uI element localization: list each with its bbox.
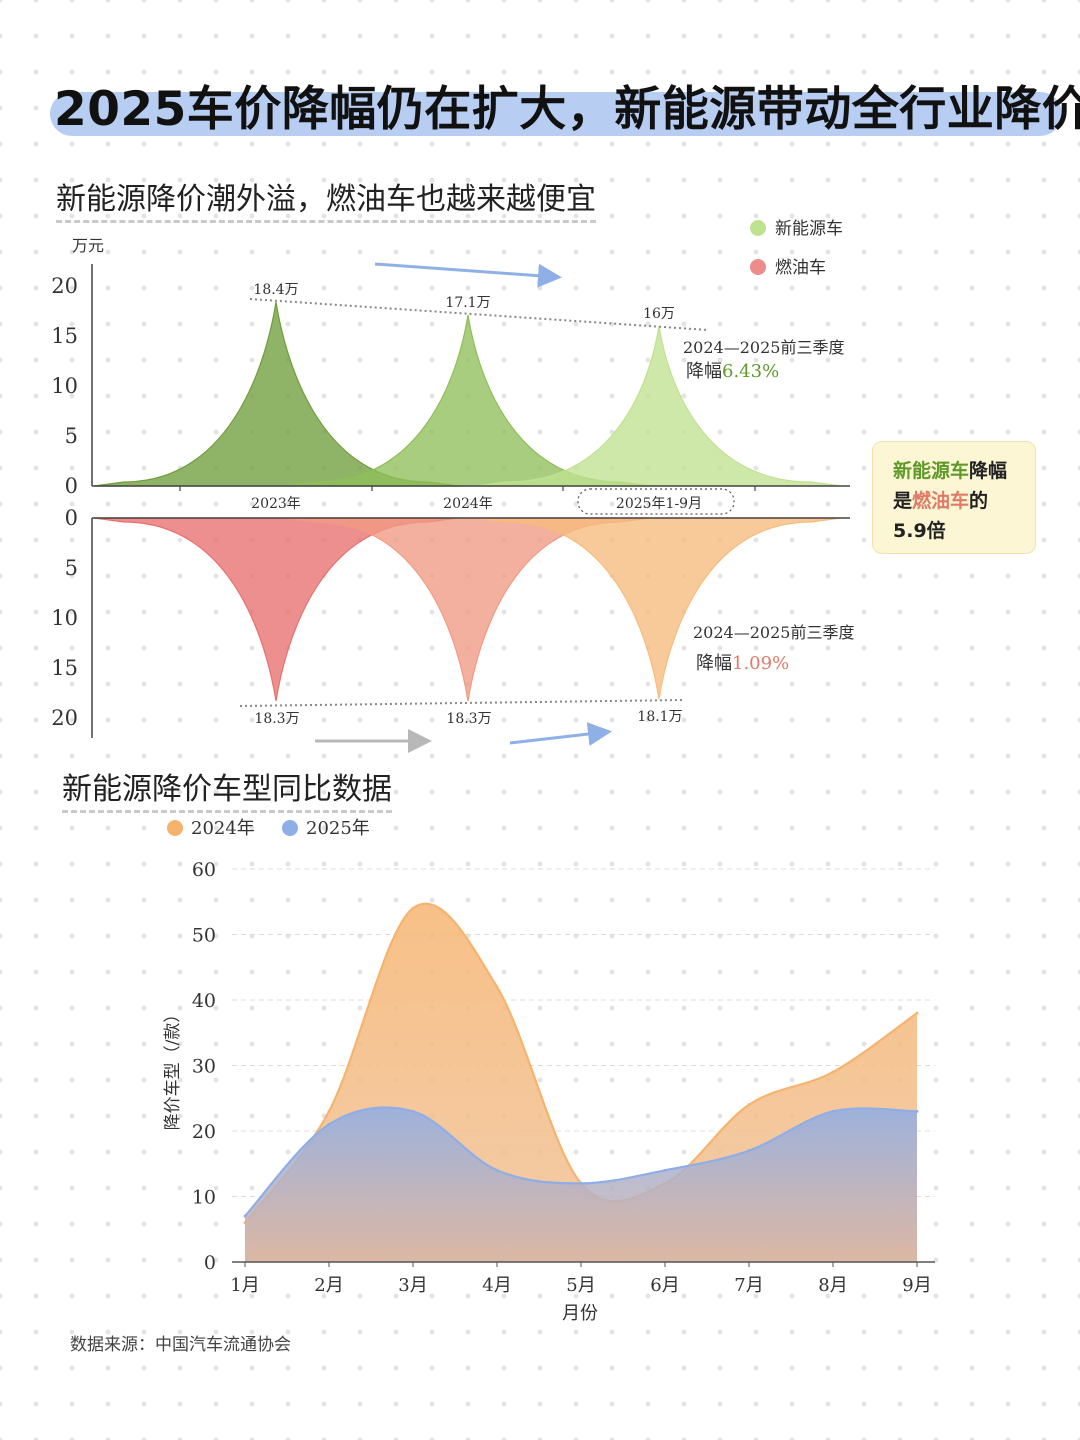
ice-value-label-2: 18.3万 xyxy=(446,711,491,727)
bottom-y-tick-label: 5 xyxy=(65,556,78,580)
callout-box: 新能源车降幅 是燃油车的 5.9倍 xyxy=(872,441,1036,554)
data-point-2025年-9月 xyxy=(915,1109,919,1113)
unit-label: 万元 xyxy=(72,236,104,255)
y-axis-label: 降价车型（/款） xyxy=(163,1006,183,1131)
x-tick-label: 6月 xyxy=(650,1275,679,1296)
data-point-2025年-3月 xyxy=(411,1109,415,1113)
top-y-tick-label: 10 xyxy=(51,374,78,398)
data-point-2025年-7月 xyxy=(747,1149,751,1153)
bottom-y-tick-label: 15 xyxy=(51,656,78,680)
data-point-2024年-4月 xyxy=(495,985,499,989)
x-tick-label: 4月 xyxy=(482,1275,511,1296)
price-mirror-chart: 万元 0 5 10 15 20 0 5 10 15 20 2023年 2024年 2025年1-9月 18.… xyxy=(51,219,854,753)
callout-of: 的 xyxy=(969,490,989,512)
callout-drop: 降幅 xyxy=(969,460,1008,482)
y-tick-label: 60 xyxy=(192,859,216,881)
legend-2025-dot xyxy=(282,820,298,836)
legend-2024-dot xyxy=(167,820,183,836)
y-tick-label: 30 xyxy=(192,1056,216,1078)
ice-annotation-prefix: 降幅 xyxy=(696,653,732,674)
nev-trend-arrow xyxy=(374,262,562,288)
nev-price-area-2 xyxy=(285,314,651,487)
nev-price-area-3 xyxy=(476,325,842,487)
ice-annotation-value: 1.09% xyxy=(732,653,789,674)
ice-value-label-1: 18.3万 xyxy=(254,711,299,727)
category-label-3: 2025年1-9月 xyxy=(616,496,702,512)
legend-ice-label: 燃油车 xyxy=(775,258,826,278)
ice-price-area-1 xyxy=(93,517,459,702)
data-point-2025年-8月 xyxy=(831,1109,835,1113)
top-y-tick-label: 0 xyxy=(65,474,78,498)
category-label-2: 2024年 xyxy=(443,496,493,512)
legend-ice-dot xyxy=(750,259,766,275)
legend-nev-dot xyxy=(750,220,766,236)
nev-annotation-line1: 2024—2025前三季度 xyxy=(683,338,844,357)
nev-value-label-2: 17.1万 xyxy=(445,295,490,311)
legend-2024-label: 2024年 xyxy=(191,818,255,839)
nev-value-label-3: 16万 xyxy=(643,306,675,322)
y-tick-label: 40 xyxy=(192,990,216,1012)
ice-trend-line xyxy=(239,699,686,707)
title-highlight xyxy=(50,92,1062,136)
callout-nev: 新能源车 xyxy=(893,460,970,482)
nev-trend-line xyxy=(249,298,709,331)
callout-ratio: 5.9倍 xyxy=(893,520,946,542)
data-point-2025年-2月 xyxy=(327,1122,331,1126)
ice-price-area-3 xyxy=(476,517,842,700)
source-note: 数据来源：中国汽车流通协会 xyxy=(70,1335,291,1355)
bottom-y-tick-label: 10 xyxy=(51,606,78,630)
series-line-2025年 xyxy=(244,1106,918,1217)
legend-2025-label: 2025年 xyxy=(306,818,370,839)
x-tick-label: 2月 xyxy=(314,1275,343,1296)
x-tick-label: 9月 xyxy=(902,1275,931,1296)
x-tick-label: 1月 xyxy=(230,1275,259,1296)
section2-title: 新能源降价车型同比数据 xyxy=(62,764,392,813)
data-point-2024年-9月 xyxy=(915,1011,919,1015)
x-tick-label: 8月 xyxy=(818,1275,847,1296)
ice-trend-arrow xyxy=(509,722,612,746)
ice-annotation-line2: 降幅1.09% xyxy=(696,653,789,674)
top-y-tick-label: 5 xyxy=(65,424,78,448)
nev-annotation-prefix: 降幅 xyxy=(686,361,722,382)
data-point-2024年-8月 xyxy=(831,1070,835,1074)
data-point-2025年-5月 xyxy=(579,1181,583,1185)
series-line-2024年 xyxy=(244,902,918,1224)
bottom-y-tick-label: 20 xyxy=(51,706,78,730)
data-point-2025年-1月 xyxy=(243,1214,247,1218)
x-tick-label: 7月 xyxy=(734,1275,763,1296)
data-point-2025年-4月 xyxy=(495,1168,499,1172)
data-point-2024年-7月 xyxy=(747,1103,751,1107)
callout-ice: 燃油车 xyxy=(912,490,970,512)
ice-annotation-line1: 2024—2025前三季度 xyxy=(693,623,854,642)
main-title: 2025车价降幅仍在扩大，新能源带动全行业降价 xyxy=(54,82,1080,137)
ice-value-label-3: 18.1万 xyxy=(637,709,682,725)
top-y-tick-label: 20 xyxy=(51,274,78,298)
data-point-2024年-3月 xyxy=(411,906,415,910)
category-label-1: 2023年 xyxy=(251,496,301,512)
ice-price-area-2 xyxy=(285,517,651,702)
data-point-2025年-6月 xyxy=(663,1168,667,1172)
nev-value-label-1: 18.4万 xyxy=(253,282,298,298)
x-axis-label: 月份 xyxy=(562,1303,598,1324)
y-tick-label: 50 xyxy=(192,925,216,947)
y-tick-label: 10 xyxy=(192,1187,216,1209)
data-point-2024年-2月 xyxy=(327,1109,331,1113)
highlight-2025-box xyxy=(577,488,735,515)
y-tick-label: 20 xyxy=(192,1121,216,1143)
callout-is: 是 xyxy=(893,490,913,512)
nev-annotation-line2: 降幅6.43% xyxy=(686,361,779,382)
nev-price-area-1 xyxy=(93,301,459,487)
nev-annotation-value: 6.43% xyxy=(722,361,779,382)
bottom-y-tick-label: 0 xyxy=(65,506,78,530)
top-y-tick-label: 15 xyxy=(51,324,78,348)
x-tick-label: 3月 xyxy=(398,1275,427,1296)
legend-nev-label: 新能源车 xyxy=(775,219,843,239)
x-tick-label: 5月 xyxy=(566,1275,595,1296)
y-tick-label: 0 xyxy=(204,1252,216,1274)
section1-title: 新能源降价潮外溢，燃油车也越来越便宜 xyxy=(56,174,596,223)
